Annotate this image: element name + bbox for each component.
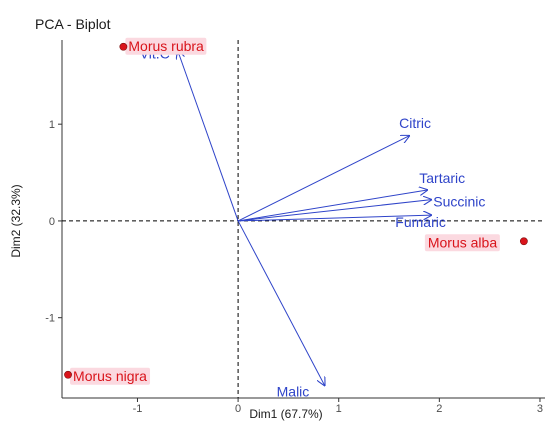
variable-label-tartaric: Tartaric (419, 170, 465, 186)
x-tick-label: 0 (235, 403, 241, 415)
variable-label-malic: Malic (277, 383, 310, 399)
individual-label-morus-nigra: Morus nigra (73, 368, 147, 384)
variable-label-succinic: Succinic (433, 194, 485, 210)
arrow-vit-c (178, 51, 239, 222)
arrow-succinic (238, 200, 431, 222)
y-tick-label: -1 (45, 313, 55, 325)
chart-title: PCA - Biplot (35, 16, 111, 32)
plot-area: -10123-101Vit.CCitricTartaricSuccinicFum… (45, 37, 545, 415)
variable-label-citric: Citric (399, 115, 431, 131)
x-tick-label: 2 (436, 403, 442, 415)
label-bg-morus-rubra (125, 37, 207, 55)
point-morus-rubra (119, 42, 128, 51)
individual-label-morus-rubra: Morus rubra (128, 38, 204, 54)
arrow-fumaric (238, 215, 431, 222)
label-bg-morus-alba (424, 234, 500, 252)
point-morus-alba (519, 237, 528, 246)
arrow-tartaric (238, 190, 427, 222)
x-tick-label: 1 (336, 403, 342, 415)
y-tick-label: 1 (49, 119, 55, 131)
arrow-citric (237, 136, 409, 222)
x-tick-label: -1 (133, 403, 143, 415)
variable-label-fumaric: Fumaric (395, 214, 446, 230)
x-tick-label: 3 (537, 403, 543, 415)
label-bg-morus-nigra (70, 367, 151, 385)
y-axis-title: Dim2 (32.3%) (9, 184, 23, 257)
x-axis-title: Dim1 (67.7%) (249, 407, 322, 421)
y-tick-label: 0 (49, 216, 55, 228)
individual-label-morus-alba: Morus alba (428, 234, 497, 250)
arrow-malic (237, 220, 325, 385)
point-morus-nigra (64, 370, 72, 379)
